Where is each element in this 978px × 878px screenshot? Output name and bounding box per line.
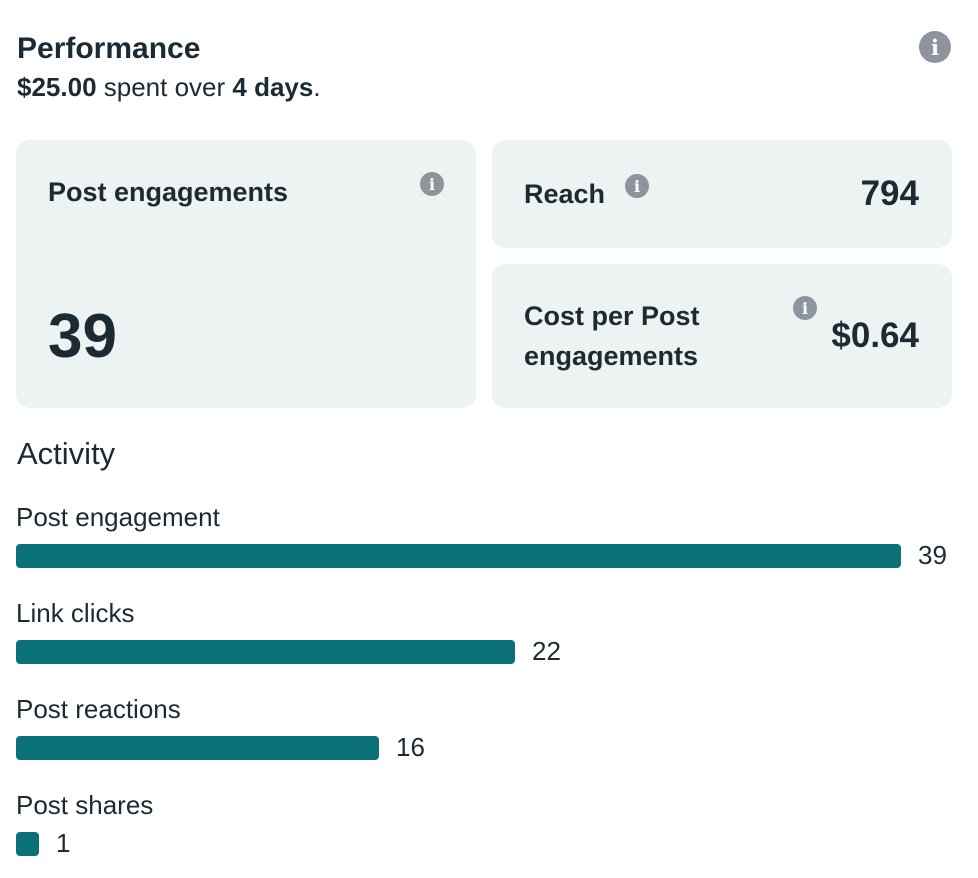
activity-row: Post shares 1 xyxy=(16,788,952,862)
reach-label: Reach xyxy=(524,179,606,209)
reach-value: 794 xyxy=(860,174,919,213)
activity-label: Post reactions xyxy=(16,694,181,724)
post-engagements-info-icon[interactable]: i xyxy=(420,172,444,196)
cost-per-engagement-label: Cost per Post engagements xyxy=(524,301,700,371)
spend-summary: $25.00 spent over 4 days. xyxy=(17,70,952,104)
performance-header: Performance $25.00 spent over 4 days. xyxy=(17,30,952,104)
activity-label: Post engagement xyxy=(16,502,220,532)
activity-bar xyxy=(16,544,901,568)
activity-label: Link clicks xyxy=(16,598,135,628)
spend-summary-text: spent over xyxy=(96,72,233,102)
activity-row: Post engagement 39 xyxy=(16,500,952,574)
amount-spent: $25.00 xyxy=(17,72,97,102)
activity-bar xyxy=(16,640,515,664)
activity-bar xyxy=(16,736,379,760)
activity-row: Post reactions 16 xyxy=(16,692,952,766)
activity-value: 39 xyxy=(918,540,947,570)
duration: 4 days xyxy=(232,72,314,102)
spend-summary-end: . xyxy=(313,72,321,102)
cost-per-engagement-value: $0.64 xyxy=(831,316,919,355)
reach-info-icon[interactable]: i xyxy=(625,174,649,198)
activity-value: 16 xyxy=(396,732,425,762)
activity-label: Post shares xyxy=(16,790,154,820)
post-engagements-label: Post engagements xyxy=(48,177,289,207)
activity-title: Activity xyxy=(17,436,116,471)
activity-bar xyxy=(16,832,39,856)
post-engagements-card: Post engagements i 39 xyxy=(16,140,476,408)
reach-card: Reach i 794 xyxy=(492,140,952,248)
cost-per-engagement-card: Cost per Post engagements i $0.64 xyxy=(492,264,952,408)
cost-per-engagement-info-icon[interactable]: i xyxy=(793,296,817,320)
activity-value: 1 xyxy=(56,828,71,858)
activity-row: Link clicks 22 xyxy=(16,596,952,670)
performance-info-icon[interactable]: i xyxy=(919,31,951,63)
post-engagements-value: 39 xyxy=(48,302,117,371)
activity-value: 22 xyxy=(532,636,561,666)
page-title: Performance xyxy=(17,32,201,65)
